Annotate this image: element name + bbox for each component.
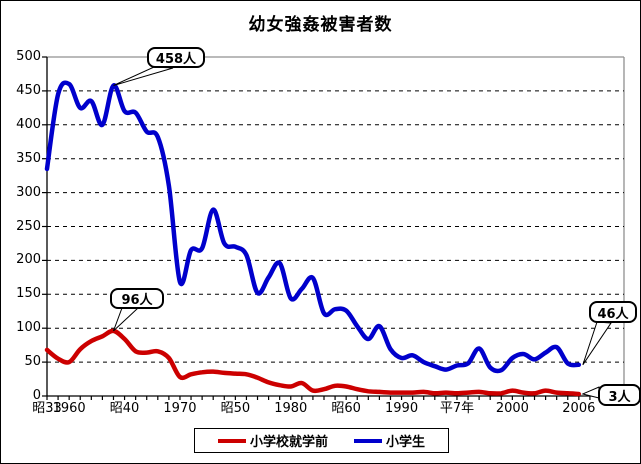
legend-label-pupil: 小学生 — [386, 435, 426, 450]
x-tick-label-1990: 1990 — [385, 401, 419, 416]
y-tick-label-350: 350 — [16, 150, 41, 166]
y-tick-label-500: 500 — [16, 49, 41, 64]
y-tick-label-250: 250 — [16, 218, 41, 234]
legend: 小学校就学前 小学生 — [194, 428, 449, 453]
x-tick-label-1995: 平7年 — [439, 401, 475, 416]
legend-item-pupil: 小学生 — [354, 431, 425, 450]
x-tick-label-1970: 1970 — [163, 401, 197, 416]
legend-item-preschool: 小学校就学前 — [217, 431, 328, 450]
x-tick-label-1975: 昭50 — [220, 401, 251, 416]
callout-46: 46人 — [589, 301, 637, 323]
y-tick-label-50: 50 — [24, 354, 41, 370]
y-tick-label-450: 450 — [16, 82, 41, 98]
x-tick-label-1960: 1960 — [52, 401, 86, 416]
callout-pointer-1 — [113, 307, 140, 332]
x-tick-label-2006: 2006 — [562, 401, 596, 416]
chart-title: 幼女強姦被害者数 — [248, 15, 393, 35]
y-tick-label-0: 0 — [32, 388, 41, 403]
y-tick-label-300: 300 — [16, 184, 41, 200]
x-tick-label-1958: 昭33 — [32, 401, 62, 416]
y-tick-label-100: 100 — [16, 320, 41, 336]
callout-pointer-0 — [113, 66, 174, 86]
legend-label-preschool: 小学校就学前 — [249, 435, 328, 450]
y-tick-label-200: 200 — [16, 252, 41, 268]
callout-pointer-2 — [582, 321, 612, 366]
x-tick-label-1980: 1980 — [274, 401, 308, 416]
x-tick-label-1985: 昭60 — [331, 401, 361, 416]
legend-swatch-pupil — [354, 438, 382, 443]
series-line-0 — [44, 328, 582, 397]
legend-swatch-preschool — [217, 438, 246, 443]
x-tick-label-1965: 昭40 — [109, 401, 140, 416]
callout-3: 3人 — [598, 384, 640, 406]
callout-458: 458人 — [147, 47, 205, 68]
y-tick-label-400: 400 — [16, 116, 41, 132]
x-tick-label-2000: 2000 — [495, 401, 529, 416]
callout-96: 96人 — [110, 288, 164, 309]
series-line-1 — [44, 80, 582, 374]
y-tick-label-150: 150 — [16, 286, 41, 302]
